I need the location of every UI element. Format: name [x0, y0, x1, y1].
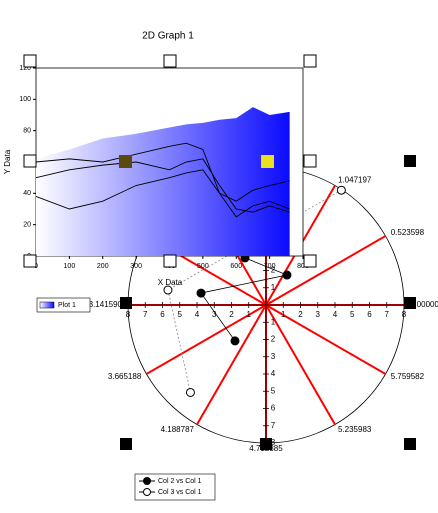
y-tick-label: 20 [23, 222, 31, 229]
r-tick-label: 3 [271, 352, 276, 361]
r-tick-label: 8 [271, 438, 276, 447]
x-tick-label: 200 [97, 263, 109, 270]
y-axis-label: Y Data [3, 149, 12, 174]
spoke [265, 304, 387, 375]
r-tick-label: 1 [281, 310, 286, 319]
spoke [265, 235, 387, 306]
data-point [336, 185, 346, 195]
legend-box [36, 297, 91, 313]
angle-label: 5.235983 [338, 425, 372, 434]
selection-handles [23, 54, 416, 450]
r-tick-label: 5 [178, 310, 183, 319]
r-tick-label: 4 [271, 369, 276, 378]
r-tick-label: 6 [160, 310, 165, 319]
r-tick-label: 2 [271, 335, 276, 344]
r-tick-label: 5 [350, 310, 355, 319]
r-tick-label: 2 [271, 266, 276, 275]
legend-label: Col 2 vs Col 1 [158, 478, 202, 485]
handle[interactable] [303, 154, 317, 168]
handle[interactable] [120, 438, 132, 450]
r-tick-label: 1 [247, 310, 252, 319]
handle[interactable] [303, 54, 317, 68]
x-tick-label: 800 [297, 263, 309, 270]
x-axis-label: X Data [158, 278, 183, 287]
series-line [35, 158, 290, 213]
data-point [230, 336, 240, 346]
angle-label: 5.759582 [391, 372, 425, 381]
series-line [200, 257, 289, 342]
x-tick-label: 300 [130, 263, 142, 270]
series-line [35, 142, 290, 202]
r-tick-label: 8 [126, 310, 131, 319]
spoke [196, 304, 267, 426]
x-tick-label: 600 [230, 263, 242, 270]
data-point [185, 387, 195, 397]
r-tick-label: 3 [212, 310, 217, 319]
handle[interactable] [303, 254, 317, 268]
handle[interactable] [404, 438, 416, 450]
data-point [196, 288, 206, 298]
r-tick-label: 5 [271, 386, 276, 395]
angle-label: 0.523598 [391, 228, 425, 237]
handle[interactable] [120, 297, 132, 309]
handle[interactable] [260, 438, 272, 450]
r-tick-label: 2 [229, 310, 234, 319]
spoke [145, 304, 267, 375]
x-tick-label: 100 [64, 263, 76, 270]
y-tick-label: 80 [23, 128, 31, 135]
legend-label: Col 3 vs Col 1 [158, 489, 202, 496]
handle[interactable] [23, 254, 37, 268]
angle-label: 1.047197 [338, 175, 372, 184]
legend-label: Plot 1 [58, 302, 76, 309]
r-tick-label: 7 [271, 421, 276, 430]
data-point [282, 270, 292, 280]
r-tick-label: 4 [333, 310, 338, 319]
r-tick-label: 7 [385, 310, 390, 319]
angle-label: 3.141590 [89, 300, 123, 309]
r-tick-label: 6 [271, 404, 276, 413]
legend-marker [143, 477, 151, 485]
r-tick-label: 6 [367, 310, 372, 319]
r-tick-label: 1 [271, 317, 276, 326]
marker-square [261, 155, 274, 168]
handle[interactable] [23, 54, 37, 68]
r-tick-label: 2 [298, 310, 303, 319]
area [36, 107, 290, 257]
handle[interactable] [404, 155, 416, 167]
handle[interactable] [163, 54, 177, 68]
r-tick-label: 8 [402, 310, 407, 319]
angle-label: 3.665188 [108, 372, 142, 381]
chart-title: 2D Graph 1 [142, 31, 194, 42]
legend-swatch [39, 301, 55, 309]
x-tick-label: 700 [264, 263, 276, 270]
y-tick-label: 40 [23, 190, 31, 197]
x-tick-label: 500 [197, 263, 209, 270]
data-point [163, 285, 173, 295]
handle[interactable] [163, 254, 177, 268]
spoke [265, 304, 336, 426]
r-tick-label: 4 [195, 310, 200, 319]
r-tick-label: 3 [316, 310, 321, 319]
r-tick-label: 1 [271, 283, 276, 292]
y-tick-label: 120 [19, 65, 31, 72]
legend-marker [143, 488, 151, 496]
handle[interactable] [404, 297, 416, 309]
handle[interactable] [23, 154, 37, 168]
marker-square [119, 155, 132, 168]
r-tick-label: 7 [143, 310, 148, 319]
series-line [35, 169, 290, 218]
y-tick-label: 100 [19, 96, 31, 103]
angle-label: 4.188787 [161, 425, 195, 434]
line-chart: 2D Graph 1020406080100120010020030040050… [3, 31, 309, 313]
